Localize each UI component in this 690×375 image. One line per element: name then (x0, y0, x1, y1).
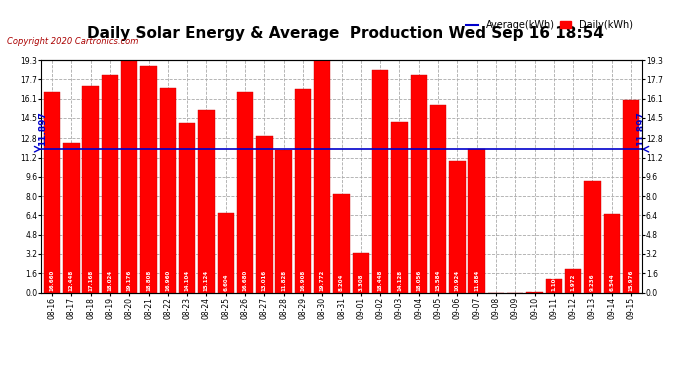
Bar (295, 89, 311, 292)
Text: 11.828: 11.828 (281, 270, 286, 291)
Text: 1.100: 1.100 (551, 274, 556, 291)
Text: 14.128: 14.128 (397, 270, 402, 291)
Text: 19.176: 19.176 (127, 270, 132, 291)
Bar (237, 92, 253, 292)
Text: 8.204: 8.204 (339, 273, 344, 291)
Bar (179, 123, 195, 292)
Bar (353, 253, 369, 292)
Bar (256, 136, 273, 292)
Bar (449, 161, 466, 292)
Bar (82, 86, 99, 292)
Text: 16.908: 16.908 (300, 270, 306, 291)
Text: 15.976: 15.976 (629, 269, 633, 291)
Bar (391, 122, 408, 292)
Text: 12.448: 12.448 (69, 270, 74, 291)
Bar (584, 181, 601, 292)
Text: 16.680: 16.680 (243, 270, 248, 291)
Text: 6.544: 6.544 (609, 273, 614, 291)
Text: 18.448: 18.448 (377, 269, 383, 291)
Bar (314, 54, 331, 292)
Bar (121, 62, 137, 292)
Bar (101, 75, 118, 292)
Text: 10.924: 10.924 (455, 270, 460, 291)
Text: 15.584: 15.584 (435, 269, 440, 291)
Text: Daily Solar Energy & Average  Production Wed Sep 16 18:54: Daily Solar Energy & Average Production … (86, 26, 604, 41)
Text: 9.236: 9.236 (590, 273, 595, 291)
Bar (411, 75, 427, 292)
Text: 16.960: 16.960 (166, 270, 170, 291)
Text: 18.024: 18.024 (108, 270, 112, 291)
Bar (140, 66, 157, 292)
Bar (565, 269, 582, 292)
Legend: Average(kWh), Daily(kWh): Average(kWh), Daily(kWh) (462, 16, 637, 34)
Bar (372, 70, 388, 292)
Text: 1.972: 1.972 (571, 273, 575, 291)
Text: 6.604: 6.604 (224, 273, 228, 291)
Bar (604, 214, 620, 292)
Bar (623, 100, 640, 292)
Text: 0.052: 0.052 (532, 273, 537, 291)
Text: 18.056: 18.056 (416, 270, 422, 291)
Text: 11.897: 11.897 (636, 111, 645, 146)
Text: 14.104: 14.104 (185, 270, 190, 291)
Text: 19.772: 19.772 (319, 270, 325, 291)
Bar (43, 92, 60, 292)
Bar (430, 105, 446, 292)
Text: Copyright 2020 Cartronics.com: Copyright 2020 Cartronics.com (7, 38, 138, 46)
Text: 16.660: 16.660 (50, 270, 55, 291)
Bar (469, 149, 485, 292)
Bar (333, 194, 350, 292)
Bar (546, 279, 562, 292)
Bar (159, 88, 176, 292)
Bar (198, 110, 215, 292)
Bar (275, 150, 292, 292)
Text: 11.897: 11.897 (38, 111, 47, 146)
Text: 15.124: 15.124 (204, 270, 209, 291)
Text: 11.884: 11.884 (474, 270, 479, 291)
Text: 18.808: 18.808 (146, 270, 151, 291)
Text: 17.168: 17.168 (88, 270, 93, 291)
Text: 3.308: 3.308 (358, 273, 364, 291)
Bar (63, 142, 79, 292)
Text: 13.016: 13.016 (262, 270, 267, 291)
Bar (217, 213, 234, 292)
